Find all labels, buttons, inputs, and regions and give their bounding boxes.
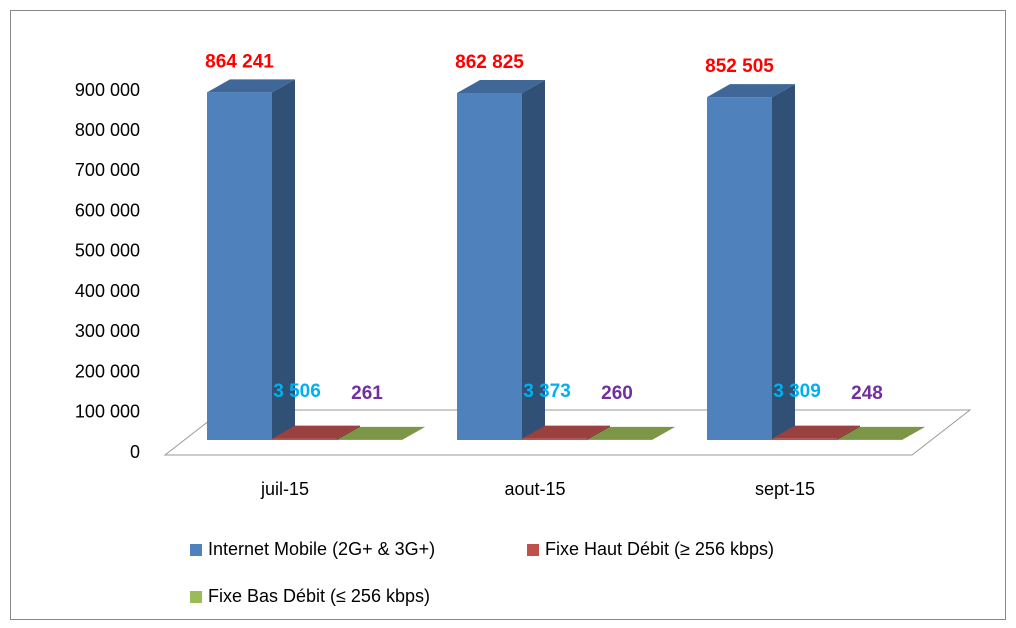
y-tick-label: 100 000 <box>75 402 140 422</box>
value-label: 852 505 <box>705 56 774 77</box>
legend-swatch <box>190 544 202 556</box>
legend-swatch <box>190 591 202 603</box>
bar-front <box>272 438 337 440</box>
value-label: 862 825 <box>455 52 524 73</box>
bar-side <box>902 426 925 440</box>
bar-top <box>772 425 860 439</box>
value-label: 3 309 <box>773 381 821 402</box>
bar-side <box>337 425 360 440</box>
bar-side <box>652 426 675 440</box>
bar <box>772 425 860 440</box>
legend-label: Internet Mobile (2G+ & 3G+) <box>208 539 435 559</box>
bar <box>522 425 610 440</box>
y-tick-label: 500 000 <box>75 241 140 261</box>
value-label: 248 <box>851 383 883 404</box>
y-tick-label: 200 000 <box>75 361 140 381</box>
bar-side <box>272 79 295 441</box>
bar <box>707 84 795 440</box>
x-tick-label: juil-15 <box>260 479 309 499</box>
y-tick-label: 400 000 <box>75 281 140 301</box>
bar-front <box>522 438 587 440</box>
y-tick-label: 800 000 <box>75 120 140 140</box>
value-label: 3 373 <box>523 381 571 402</box>
y-tick-label: 600 000 <box>75 200 140 220</box>
bar-top <box>707 84 795 98</box>
bar-side <box>837 425 860 440</box>
bar-side <box>402 426 425 440</box>
bar-side <box>587 425 610 440</box>
bar-front <box>707 97 772 440</box>
legend-label: Fixe Bas Débit (≤ 256 kbps) <box>208 586 430 606</box>
value-label: 260 <box>601 383 633 404</box>
bar <box>272 425 360 440</box>
legend-label: Fixe Haut Débit (≥ 256 kbps) <box>545 539 774 559</box>
bar-front <box>772 438 837 440</box>
bar-side <box>772 84 795 440</box>
bar-front <box>207 92 272 441</box>
bar-top <box>457 79 545 93</box>
bar <box>337 426 425 440</box>
y-tick-label: 0 <box>130 442 140 462</box>
x-tick-label: sept-15 <box>755 479 815 499</box>
bar <box>457 79 545 441</box>
bar-top <box>522 425 610 439</box>
bar <box>587 426 675 440</box>
bar-top <box>272 425 360 439</box>
bar-top <box>337 426 425 440</box>
bar <box>837 426 925 440</box>
legend-swatch <box>527 544 539 556</box>
bar-front <box>457 92 522 441</box>
value-label: 3 506 <box>273 381 321 402</box>
bar-top <box>207 79 295 93</box>
y-tick-label: 300 000 <box>75 321 140 341</box>
y-tick-label: 700 000 <box>75 160 140 180</box>
bar-top <box>837 426 925 440</box>
bar <box>207 79 295 441</box>
x-tick-label: aout-15 <box>504 479 565 499</box>
value-label: 864 241 <box>205 51 274 72</box>
value-label: 261 <box>351 383 383 404</box>
bar-side <box>522 79 545 441</box>
bar-top <box>587 426 675 440</box>
y-tick-label: 900 000 <box>75 80 140 100</box>
